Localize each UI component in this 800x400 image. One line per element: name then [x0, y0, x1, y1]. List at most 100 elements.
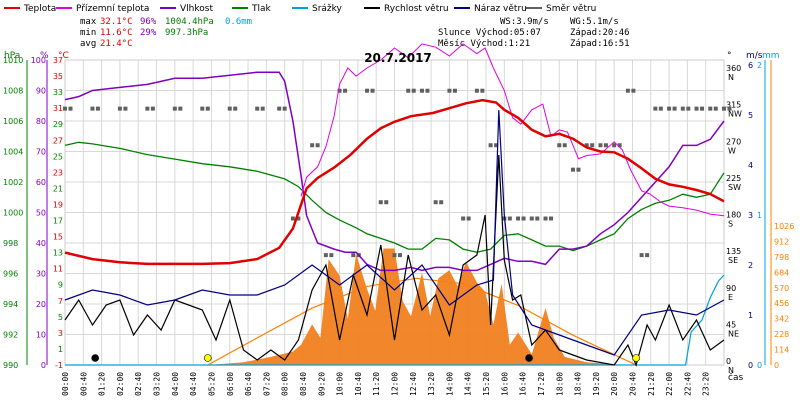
- x-tick-label: 18:00: [555, 372, 564, 396]
- stat-rain: 0.6mm: [225, 17, 252, 27]
- wind-direction-point: [645, 253, 650, 258]
- wind-direction-point: [397, 253, 402, 258]
- hpa-tick-label: 1000: [3, 209, 23, 218]
- legend-label: Přízemní teplota: [76, 4, 149, 14]
- hpa-tick-label: 1002: [3, 178, 23, 187]
- ms-tick-label: 6: [748, 61, 753, 70]
- c-tick-label: 23: [53, 168, 63, 177]
- x-tick-label: 03:20: [153, 372, 162, 396]
- legend-label: Tlak: [251, 4, 272, 14]
- stat-avg-label: avg: [80, 39, 96, 49]
- x-tick-label: 22:00: [665, 372, 674, 396]
- c-tick-label-alt: 21: [53, 184, 63, 193]
- unit-dir: °: [727, 51, 732, 61]
- wind-direction-point: [343, 88, 348, 93]
- legend-label: Náraz větru: [474, 4, 527, 14]
- wm-tick-label: 114: [774, 346, 789, 355]
- event-marker: [91, 354, 100, 362]
- wm-tick-label: 1026: [774, 222, 794, 231]
- ms-tick-label: 1: [748, 311, 753, 320]
- x-tick-label: 12:40: [409, 372, 418, 396]
- dir-tick-label: 135: [726, 247, 741, 256]
- stat-min-label: min: [80, 28, 96, 38]
- x-tick-label: 12:00: [391, 372, 400, 396]
- x-tick-label: 14:00: [445, 372, 454, 396]
- pressure-line: [64, 141, 725, 253]
- legend-label: Vlhkost: [180, 4, 213, 14]
- wind-direction-point: [590, 143, 595, 148]
- wind-direction-point: [708, 106, 713, 111]
- wind-direction-point: [557, 143, 562, 148]
- dir-tick-label: 315: [726, 101, 741, 110]
- wind-direction-point: [617, 143, 622, 148]
- x-tick-label: 00:00: [61, 372, 70, 396]
- wind-direction-point: [433, 200, 438, 205]
- c-tick-label-alt: 9: [58, 281, 63, 290]
- wind-direction-point: [658, 106, 663, 111]
- mm-tick-label: 0: [757, 361, 762, 370]
- solar-radiation-area: [65, 248, 724, 365]
- wind-direction-point: [516, 216, 521, 221]
- x-tick-label: 16:40: [519, 372, 528, 396]
- ms-tick-label: 2: [748, 261, 753, 270]
- legend-label: Teplota: [23, 4, 56, 14]
- axes: 00:00 00:40 01:20 02:00 02:40 03:20 04:00 04:40…: [3, 56, 794, 396]
- hpa-tick-label: 996: [3, 270, 18, 279]
- dir-tick-compass: W: [728, 146, 736, 155]
- wm-tick-label: 0: [774, 361, 779, 370]
- x-tick-label: 10:00: [336, 372, 345, 396]
- wind-direction-point: [653, 106, 658, 111]
- dir-tick-label: 45: [726, 320, 736, 329]
- pct-tick-label: 50: [36, 209, 46, 218]
- wind-direction-point: [543, 216, 548, 221]
- wind-direction-point: [290, 216, 295, 221]
- wm-tick-label: 912: [774, 237, 789, 246]
- info-sun: Slunce Východ:05:07: [438, 28, 541, 38]
- wind-direction-point: [700, 106, 705, 111]
- pct-tick-label: 90: [36, 87, 46, 96]
- info-ws: WS:3.9m/s: [500, 17, 549, 27]
- c-tick-label: 15: [53, 233, 63, 242]
- x-tick-label: 21:20: [647, 372, 656, 396]
- stat-avg-temp: 21.4°C: [100, 39, 133, 49]
- x-tick-label: 09:20: [317, 372, 326, 396]
- pct-tick-label: 70: [36, 148, 46, 157]
- c-tick-label: 3: [58, 329, 63, 338]
- wind-direction-point: [384, 200, 389, 205]
- wind-direction-point: [150, 106, 155, 111]
- wind-direction-point: [117, 106, 122, 111]
- wind-direction-point: [521, 216, 526, 221]
- wind-direction-point: [535, 216, 540, 221]
- ground-temp-line: [300, 43, 725, 217]
- wind-direction-point: [672, 106, 677, 111]
- dir-tick-compass: NW: [728, 110, 742, 119]
- wind-direction-point: [419, 88, 424, 93]
- wind-direction-point: [625, 88, 630, 93]
- wind-direction-point: [529, 216, 534, 221]
- wind-direction-point: [722, 106, 726, 111]
- stat-max-temp: 32.1°C: [100, 17, 133, 27]
- dir-tick-compass: N: [728, 73, 734, 82]
- wind-direction-point: [205, 106, 210, 111]
- x-axis-label: čas: [728, 372, 743, 383]
- wind-direction-point: [90, 106, 95, 111]
- wind-direction-point: [494, 143, 499, 148]
- x-tick-label: 02:00: [116, 372, 125, 396]
- x-tick-label: 10:40: [354, 372, 363, 396]
- info-sun-set: Západ:20:46: [570, 28, 630, 38]
- wind-direction-point: [233, 106, 238, 111]
- wm-tick-label: 570: [774, 284, 789, 293]
- wind-direction-point: [255, 106, 260, 111]
- chart-legend: Teplota Přízemní teplota Vlhkost Tlak Srážky…: [4, 4, 596, 14]
- hpa-tick-label: 1004: [3, 148, 23, 157]
- unit-hpa: hPa: [4, 51, 20, 61]
- wm-tick-label: 798: [774, 253, 789, 262]
- c-tick-label-alt: 29: [53, 120, 63, 129]
- legend-label: Rychlost větru: [384, 4, 449, 14]
- wind-direction-point: [351, 253, 356, 258]
- x-tick-label: 04:00: [171, 372, 180, 396]
- wm-tick-label: 228: [774, 330, 789, 339]
- wind-direction-point: [296, 216, 301, 221]
- event-marker: [632, 354, 640, 362]
- wind-direction-point: [337, 88, 342, 93]
